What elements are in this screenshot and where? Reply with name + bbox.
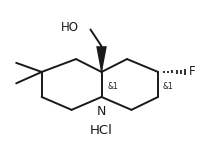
Text: N: N xyxy=(97,105,106,118)
Text: &1: &1 xyxy=(162,82,173,91)
Polygon shape xyxy=(101,46,102,72)
Text: &1: &1 xyxy=(107,82,118,91)
Text: HCl: HCl xyxy=(90,124,113,137)
Text: HO: HO xyxy=(61,21,79,34)
Polygon shape xyxy=(96,46,107,72)
Text: F: F xyxy=(189,65,196,78)
